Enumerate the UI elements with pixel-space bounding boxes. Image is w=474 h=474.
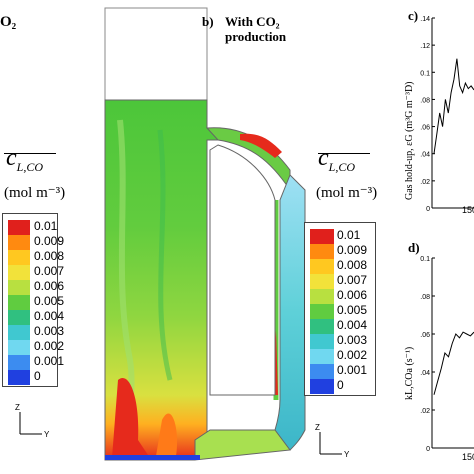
y-tick-label: 0.02 bbox=[420, 408, 430, 415]
y-tick-label: 0.04 bbox=[420, 370, 430, 377]
legend-left-swatch bbox=[8, 370, 30, 385]
legend-right-swatch bbox=[310, 364, 334, 379]
legend-right-swatch bbox=[310, 319, 334, 334]
y-tick-label: 0.08 bbox=[420, 97, 430, 104]
y-tick-label: 0 bbox=[426, 206, 430, 213]
legend-left-unit: (mol m⁻³) bbox=[4, 185, 66, 201]
legend-right-overbar bbox=[318, 153, 370, 154]
y-tick-label: 0.04 bbox=[420, 152, 430, 159]
panel-d-letter: d) bbox=[408, 240, 420, 255]
axis-z-label: Z bbox=[315, 423, 320, 432]
legend-left-swatch bbox=[8, 250, 30, 265]
legend-left-swatch bbox=[8, 355, 30, 370]
top-hotspot bbox=[240, 133, 282, 158]
legend-left-tick-label: 0.009 bbox=[34, 234, 65, 248]
legend-right-swatch bbox=[310, 244, 334, 259]
co2-label-fragment: O₂ bbox=[0, 14, 17, 30]
legend-left-tick-label: 0 bbox=[34, 369, 41, 383]
panel-c-ylabel: Gas hold-up, εG (m³G m⁻³D) bbox=[404, 81, 415, 200]
legend-right-tick-label: 0.001 bbox=[337, 363, 368, 377]
base-plate bbox=[105, 455, 200, 460]
kla-series bbox=[433, 331, 474, 395]
legend-left-swatch bbox=[8, 235, 30, 250]
legend-right-swatch bbox=[310, 289, 334, 304]
legend-left-tick-label: 0.002 bbox=[34, 339, 65, 353]
legend-right-tick-label: 0.007 bbox=[337, 273, 368, 287]
downcomer-region bbox=[274, 174, 306, 451]
legend-left-tick-label: 0.006 bbox=[34, 279, 65, 293]
legend-left-tick-label: 0.01 bbox=[34, 219, 58, 233]
axis-y-label: Y bbox=[344, 450, 350, 459]
legend-right-swatch bbox=[310, 334, 334, 349]
panel-b-title-line2: production bbox=[225, 29, 287, 44]
legend-right-tick-label: 0 bbox=[337, 378, 344, 392]
y-tick-label: 0.12 bbox=[420, 43, 430, 50]
panel-d-chart: 0.1 0.08 0.06 0.04 0.02 0 bbox=[420, 256, 474, 453]
legend-right-tick-label: 0.005 bbox=[337, 303, 368, 317]
axis-triad-left: Z Y bbox=[15, 403, 50, 439]
legend-left-tick-label: 0.008 bbox=[34, 249, 65, 263]
legend-right-tick-label: 0.009 bbox=[337, 243, 368, 257]
panel-b-letter: b) bbox=[202, 14, 214, 29]
y-tick-label: 0 bbox=[426, 446, 430, 453]
legend-left-overbar bbox=[4, 153, 56, 154]
legend-left-tick-label: 0.001 bbox=[34, 354, 65, 368]
legend-left-tick-label: 0.003 bbox=[34, 324, 65, 338]
legend-right-tick-label: 0.004 bbox=[337, 318, 368, 332]
internal-gap bbox=[209, 144, 276, 396]
legend-left-swatch bbox=[8, 280, 30, 295]
legend-left-swatch bbox=[8, 340, 30, 355]
bottom-connector bbox=[194, 429, 291, 461]
y-tick-label: 0.06 bbox=[420, 332, 430, 339]
panel-c-chart: 0.14 0.12 0.1 0.08 0.06 0.04 0.02 0 bbox=[420, 16, 474, 213]
legend-right-tick-label: 0.003 bbox=[337, 333, 368, 347]
legend-left-tick-label: 0.004 bbox=[34, 309, 65, 323]
y-tick-label: 0.1 bbox=[420, 256, 430, 263]
legend-right-swatch bbox=[310, 349, 334, 364]
riser-streak bbox=[157, 129, 173, 381]
legend-right-swatch bbox=[310, 304, 334, 319]
legend-right-swatch bbox=[310, 274, 334, 289]
legend-right-tick-label: 0.01 bbox=[337, 228, 361, 242]
gas-holdup-series bbox=[433, 58, 474, 154]
legend-right-unit: (mol m⁻³) bbox=[316, 185, 378, 201]
legend-right-symbol: cL,CO bbox=[318, 145, 355, 174]
legend-left-swatch bbox=[8, 310, 30, 325]
legend-left-tick-label: 0.005 bbox=[34, 294, 65, 308]
legend-right-swatch bbox=[310, 259, 334, 274]
legend-left-swatch bbox=[8, 325, 30, 340]
legend-left-swatch bbox=[8, 295, 30, 310]
axis-z-label: Z bbox=[15, 403, 20, 412]
legend-right-swatch bbox=[310, 229, 334, 244]
panel-d-xtick: 150 bbox=[462, 452, 474, 462]
co-concentration-contour bbox=[104, 7, 306, 461]
y-tick-label: 0.06 bbox=[420, 125, 430, 132]
panel-b-title-line1: With CO₂ bbox=[225, 14, 280, 29]
legend-left-symbol: cL,CO bbox=[6, 145, 43, 174]
y-tick-label: 0.08 bbox=[420, 294, 430, 301]
axis-triad-right: Z Y bbox=[315, 423, 350, 459]
panel-b-title: With CO₂ production bbox=[225, 14, 286, 44]
y-tick-label: 0.14 bbox=[420, 16, 430, 23]
legend-left-tick-label: 0.007 bbox=[34, 264, 65, 278]
headspace-region bbox=[104, 7, 208, 101]
legend-left-swatch bbox=[8, 265, 30, 280]
y-tick-label: 0.02 bbox=[420, 179, 430, 186]
axis-y-label: Y bbox=[44, 430, 50, 439]
legend-right-tick-label: 0.002 bbox=[337, 348, 368, 362]
panel-c-letter: c) bbox=[408, 8, 419, 23]
panel-d-ylabel: kL,COa (s⁻¹) bbox=[404, 346, 415, 400]
legend-right-tick-label: 0.008 bbox=[337, 258, 368, 272]
panel-c-xtick: 150 bbox=[462, 205, 474, 215]
legend-right-swatch bbox=[310, 379, 334, 394]
bottom-hotspot bbox=[112, 378, 150, 458]
bottom-hotspot bbox=[156, 413, 178, 456]
legend-left-swatch bbox=[8, 220, 30, 235]
y-tick-label: 0.1 bbox=[420, 70, 430, 77]
legend-right-tick-label: 0.006 bbox=[337, 288, 368, 302]
